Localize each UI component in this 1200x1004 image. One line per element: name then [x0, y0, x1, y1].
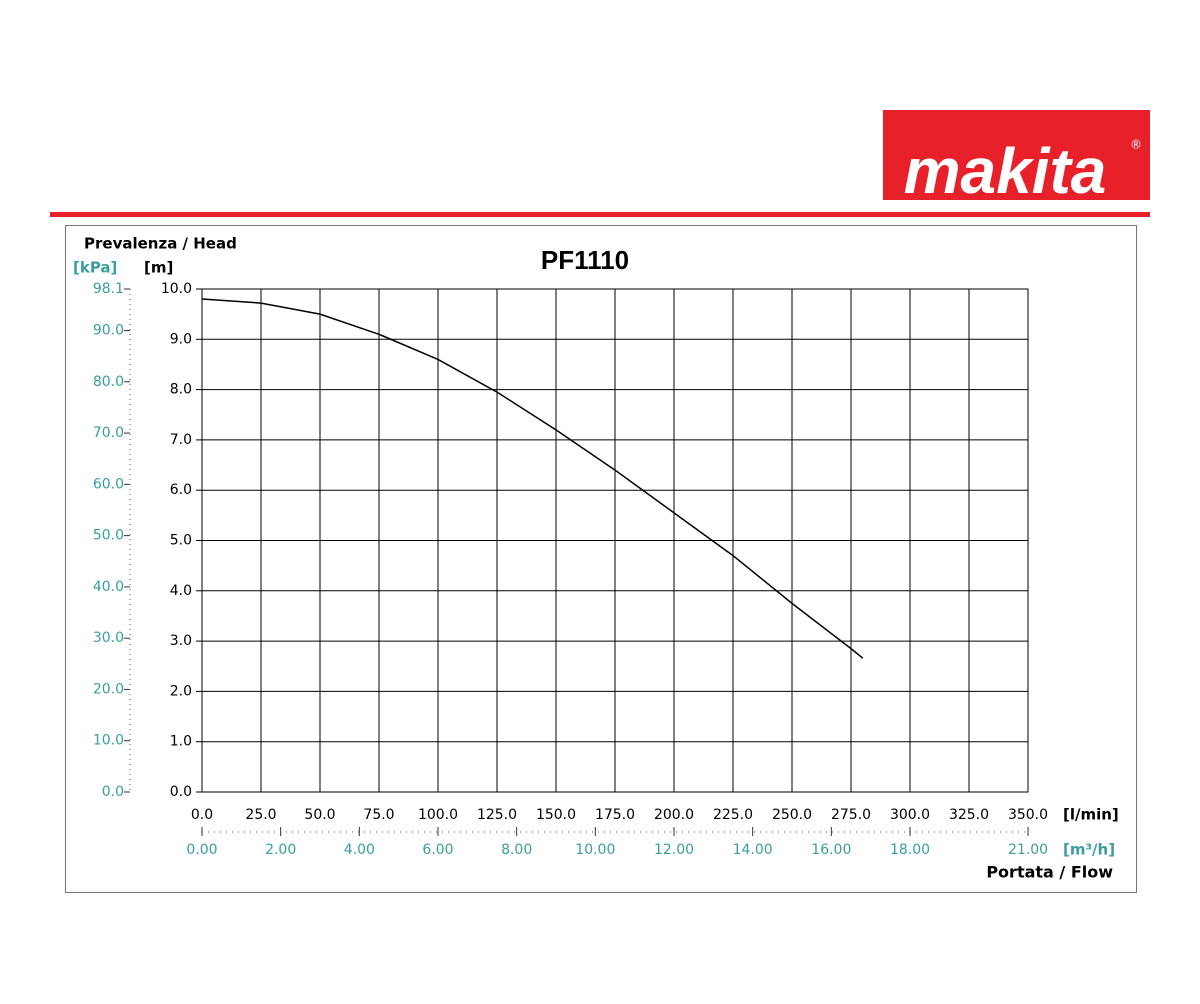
y-label: Prevalenza / Head: [84, 235, 237, 253]
x-tick-label: 325.0: [949, 807, 989, 823]
x-tick-label: 300.0: [890, 807, 930, 823]
y-tick-label: 9.0: [170, 331, 192, 347]
y2-tick-label: 90.0: [93, 323, 124, 339]
plot-frame: [201, 288, 1029, 793]
x-tick-label: 175.0: [595, 807, 635, 823]
y2-tick-label: 0.0: [102, 784, 124, 800]
x-tick-label: 200.0: [654, 807, 694, 823]
y-tick-label: 5.0: [170, 533, 192, 549]
x2-tick-label: 12.00: [654, 842, 694, 858]
x2-tick-label: 10.00: [575, 842, 615, 858]
y2-tick-label: 98.1: [93, 281, 124, 297]
x2-tick-label: 21.00: [1008, 842, 1048, 858]
x2-tick-label: 8.00: [501, 842, 532, 858]
x2-unit: [m³/h]: [1063, 841, 1115, 859]
y2-tick-label: 30.0: [93, 630, 124, 646]
y-tick-label: 6.0: [170, 482, 192, 498]
logo-box: [883, 110, 1150, 200]
y-tick-label: 1.0: [170, 734, 192, 750]
y2-tick-label: 50.0: [93, 528, 124, 544]
x2-tick-label: 4.00: [344, 842, 375, 858]
y-tick-label: 4.0: [170, 583, 192, 599]
x-tick-label: 0.0: [191, 807, 213, 823]
x-tick-label: 75.0: [363, 807, 394, 823]
x2-tick-label: 6.00: [422, 842, 453, 858]
logo-mark: ®: [1130, 138, 1142, 152]
x-unit: [l/min]: [1063, 806, 1119, 824]
x2-tick-label: 14.00: [733, 842, 773, 858]
y2-tick-label: 20.0: [93, 681, 124, 697]
y2-tick-label: 80.0: [93, 374, 124, 390]
rule: [50, 212, 1150, 217]
chart-title: PF1110: [541, 245, 629, 275]
x-tick-label: 25.0: [245, 807, 276, 823]
y-tick-label: 7.0: [170, 432, 192, 448]
x-tick-label: 250.0: [772, 807, 812, 823]
y2-tick-label: 40.0: [93, 579, 124, 595]
x2-tick-label: 18.00: [890, 842, 930, 858]
x-label: Portata / Flow: [986, 863, 1113, 882]
x-tick-label: 275.0: [831, 807, 871, 823]
panel: [65, 225, 1137, 893]
y-unit: [m]: [144, 259, 173, 277]
y-tick-label: 2.0: [170, 683, 192, 699]
y2-tick-label: 60.0: [93, 476, 124, 492]
x2-tick-label: 0.00: [186, 842, 217, 858]
y2-unit: [kPa]: [73, 259, 117, 277]
x-tick-label: 125.0: [477, 807, 517, 823]
y2-tick-label: 10.0: [93, 733, 124, 749]
y-tick-label: 0.0: [170, 784, 192, 800]
y-tick-label: 10.0: [161, 281, 192, 297]
y-tick-label: 8.0: [170, 382, 192, 398]
x2-tick-label: 2.00: [265, 842, 296, 858]
x-tick-label: 225.0: [713, 807, 753, 823]
curve: [201, 298, 864, 659]
x2-tick-label: 16.00: [811, 842, 851, 858]
x-tick-label: 150.0: [536, 807, 576, 823]
logo: makita: [904, 135, 1107, 207]
x-tick-label: 350.0: [1008, 807, 1048, 823]
y-tick-label: 3.0: [170, 633, 192, 649]
x-tick-label: 50.0: [304, 807, 335, 823]
y2-tick-label: 70.0: [93, 425, 124, 441]
x-tick-label: 100.0: [418, 807, 458, 823]
